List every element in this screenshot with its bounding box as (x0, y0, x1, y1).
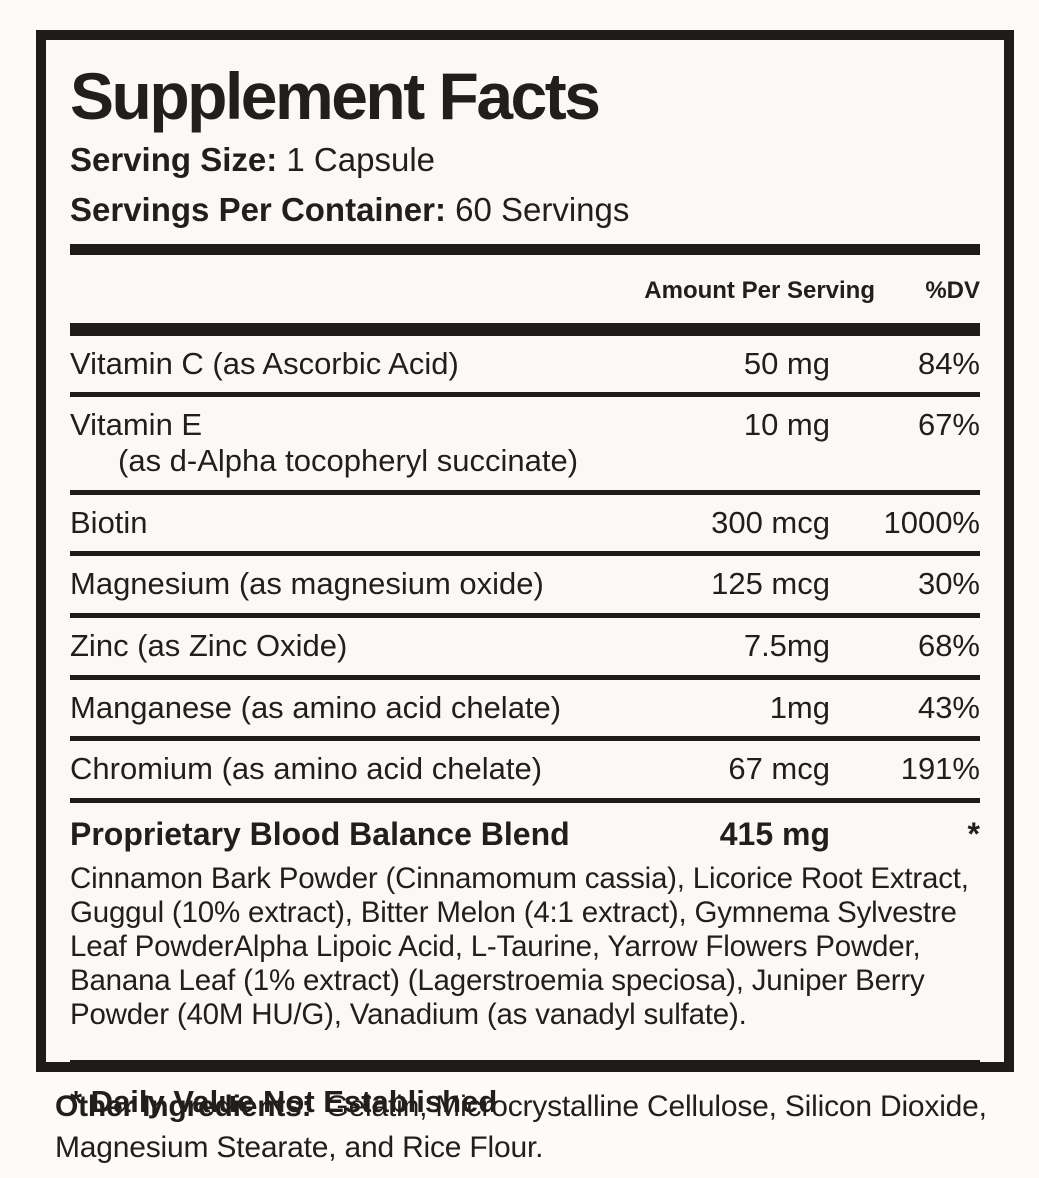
ingredient-amount: 67 mcg (728, 751, 830, 787)
ingredient-amount: 50 mg (743, 345, 830, 381)
ingredient-dv: 191% (900, 751, 980, 787)
ingredient-name: Vitamin E (as d-Alpha tocopheryl succina… (70, 407, 640, 478)
percent-dv-header: %DV (925, 276, 980, 304)
blend-name: Proprietary Blood Balance Blend (70, 815, 570, 852)
other-ingredients-value: Gelatin, Microcrystalline Cellulose, Sil… (55, 1090, 987, 1165)
daily-value-footnote: * Daily Value Not Established (70, 1084, 498, 1120)
ingredient-amount: 1mg (769, 689, 830, 725)
ingredient-amount: 125 mcg (711, 566, 830, 602)
ingredient-name-main: Vitamin E (70, 407, 203, 443)
ingredient-amount: 10 mg (743, 407, 830, 443)
table-row-chromium: Chromium (as amino acid chelate) 67 mcg … (70, 736, 980, 798)
ingredient-name: Manganese (as amino acid chelate) (70, 689, 562, 725)
ingredient-name: Zinc (as Zinc Oxide) (70, 628, 348, 663)
blend-description: Cinnamon Bark Powder (Cinnamomum cassia)… (70, 862, 969, 1032)
ingredient-name: Vitamin C (as Ascorbic Acid) (70, 345, 459, 381)
ingredient-dv: 68% (917, 628, 980, 663)
table-row-vitamin-e: Vitamin E (as d-Alpha tocopheryl succina… (70, 392, 980, 489)
ingredient-dv: 43% (917, 689, 980, 725)
ingredient-amount: 7.5mg (743, 628, 830, 663)
table-row-blend: Proprietary Blood Balance Blend 415 mg * (70, 803, 980, 856)
table-row-magnesium: Magnesium (as magnesium oxide) 125 mcg 3… (70, 551, 980, 613)
divider-bar-top (70, 243, 980, 255)
proprietary-blend-section: Proprietary Blood Balance Blend 415 mg *… (70, 797, 980, 1047)
ingredient-name-sub: (as d-Alpha tocopheryl succinate) (118, 443, 579, 479)
serving-size-value: 1 Capsule (286, 141, 436, 179)
ingredient-name: Chromium (as amino acid chelate) (70, 751, 543, 787)
blend-dv: * (967, 815, 980, 852)
divider-bar-bottom (70, 1060, 980, 1073)
ingredient-amount: 300 mcg (711, 504, 830, 540)
table-row-vitamin-c: Vitamin C (as Ascorbic Acid) 50 mg 84% (70, 336, 980, 393)
other-ingredients-label: Other Ingredients: (55, 1090, 312, 1123)
ingredient-name: Biotin (70, 504, 148, 540)
ingredient-dv: 67% (917, 407, 980, 443)
blend-amount: 415 mg (719, 815, 830, 852)
divider-bar-header (70, 322, 980, 336)
other-ingredients: Other Ingredients: Gelatin, Microcrystall… (55, 1086, 1005, 1169)
serving-size-line: Serving Size: 1 Capsule (70, 139, 980, 180)
table-row-biotin: Biotin 300 mcg 1000% (70, 489, 980, 552)
table-row-manganese: Manganese (as amino acid chelate) 1mg 43… (70, 674, 980, 737)
ingredient-dv: 30% (917, 566, 980, 602)
amount-per-serving-header: Amount Per Serving (644, 276, 875, 304)
serving-size-label: Serving Size: (70, 141, 278, 179)
ingredient-name: Magnesium (as magnesium oxide) (70, 566, 544, 602)
nutrient-table: Vitamin C (as Ascorbic Acid) 50 mg 84% V… (70, 336, 980, 798)
ingredient-dv: 84% (917, 345, 980, 381)
table-row-zinc: Zinc (as Zinc Oxide) 7.5mg 68% (70, 613, 980, 675)
page-title: Supplement Facts (70, 59, 601, 133)
ingredient-dv: 1000% (883, 504, 980, 540)
servings-per-container-line: Servings Per Container: 60 Servings (70, 189, 980, 230)
supplement-facts-panel: Supplement Facts Serving Size: 1 Capsule… (36, 30, 1014, 1119)
column-header-row: Amount Per Serving %DV (70, 255, 980, 323)
servings-per-container-value: 60 Servings (455, 190, 630, 228)
servings-per-container-label: Servings Per Container: (70, 190, 446, 228)
